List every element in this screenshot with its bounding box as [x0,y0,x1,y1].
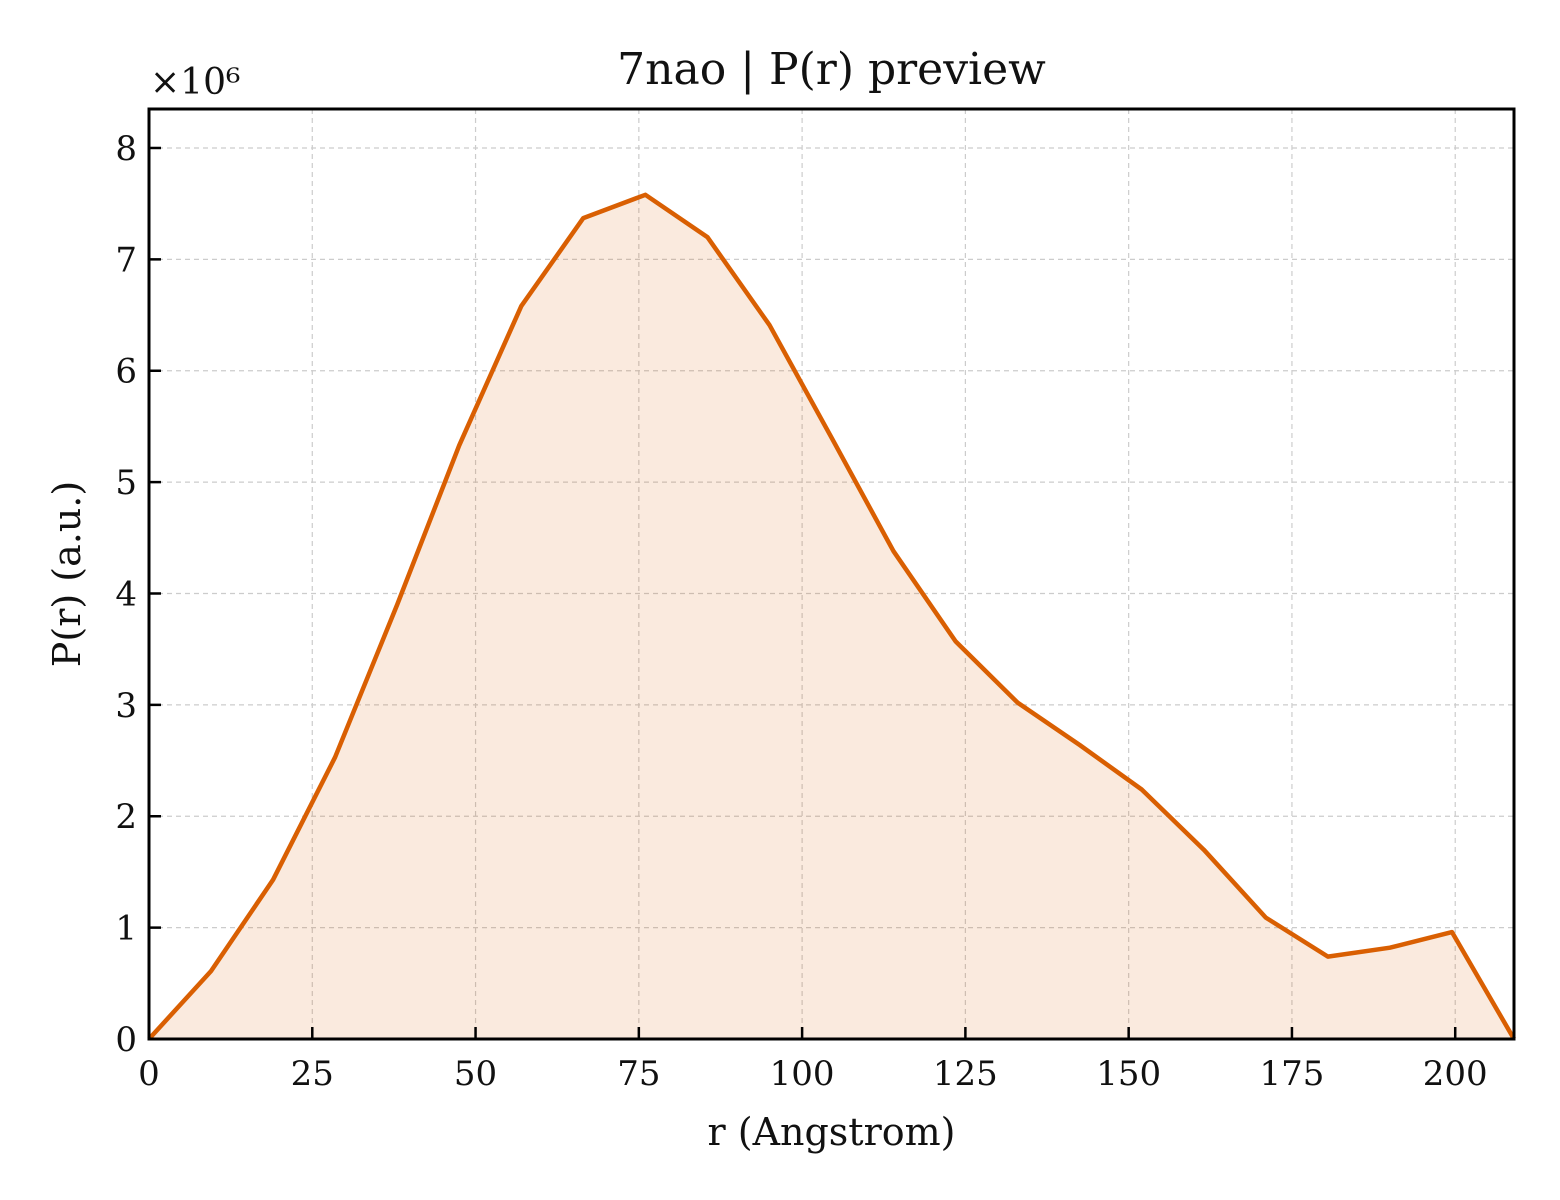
x-tick-label: 0 [138,1054,160,1094]
x-tick-label: 75 [617,1054,660,1094]
y-tick-label: 1 [115,909,137,949]
y-tick-label: 0 [115,1020,137,1060]
y-axis-multiplier: ×10⁶ [150,62,240,103]
chart-title: 7nao | P(r) preview [617,44,1046,95]
x-tick-label: 100 [770,1054,835,1094]
y-tick-label: 5 [115,463,137,503]
y-tick-label: 4 [115,574,137,614]
y-axis-label: P(r) (a.u.) [45,481,89,667]
grid-lines [149,109,1514,1039]
y-tick-label: 7 [115,240,137,280]
y-tick-label: 2 [115,797,137,837]
pr-area-fill [149,194,1514,1040]
pr-series-line [147,192,1516,1041]
x-tick-label: 175 [1259,1054,1324,1094]
x-tick-label: 50 [454,1054,497,1094]
x-tick-label: 150 [1096,1054,1161,1094]
y-tick-label: 3 [115,686,137,726]
x-tick-label: 25 [291,1054,334,1094]
y-tick-label: 8 [115,129,137,169]
x-axis-label: r (Angstrom) [708,1110,956,1154]
axis-ticks: 0 25 50 75 100 125 150 175 200 0 1 2 3 4 5 6 7 8 [115,129,1487,1094]
plot-frame [147,107,1516,1041]
x-tick-label: 125 [933,1054,998,1094]
x-tick-label: 200 [1423,1054,1488,1094]
y-tick-label: 6 [115,352,137,392]
